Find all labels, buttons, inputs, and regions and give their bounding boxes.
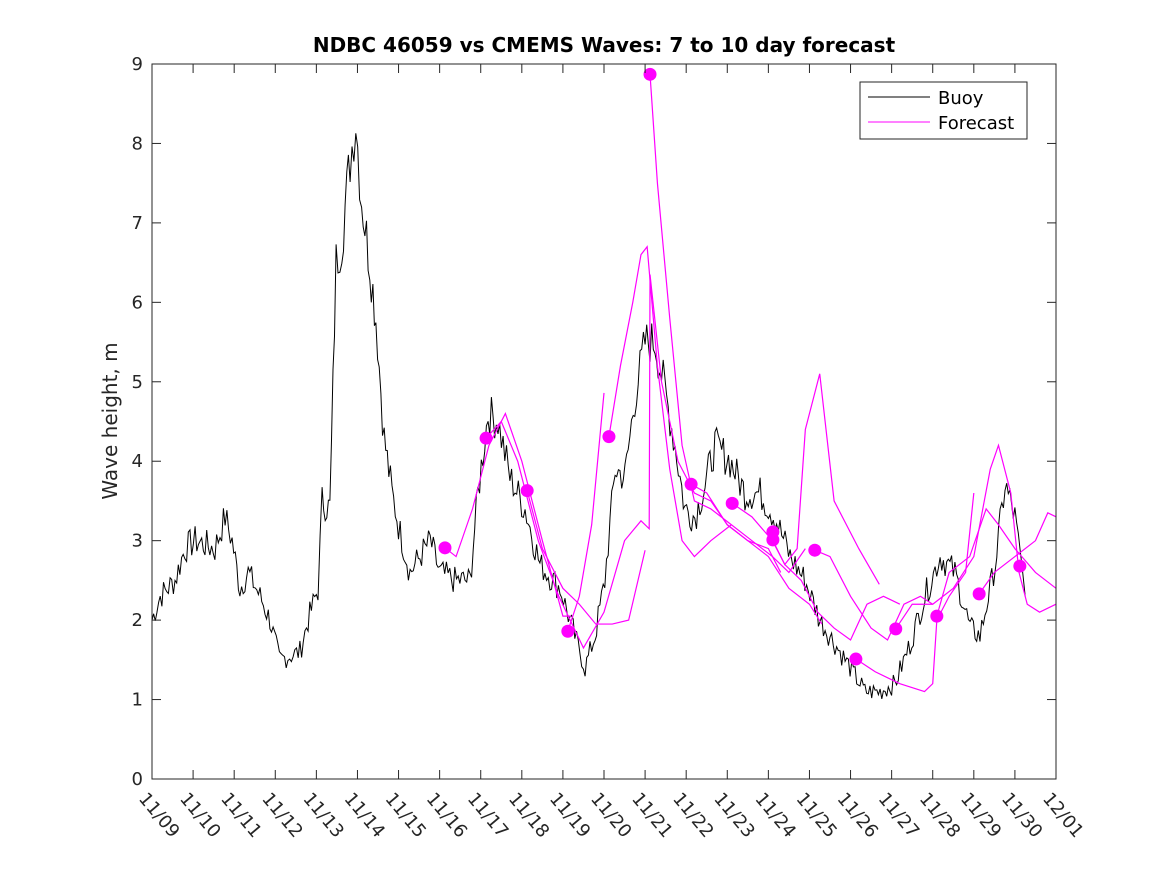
forecast-marker (438, 541, 452, 555)
legend: Buoy Forecast (859, 81, 1028, 140)
forecast-series (772, 540, 901, 641)
forecast-marker (849, 652, 863, 666)
forecast-marker (643, 67, 657, 81)
y-tick-label: 6 (132, 292, 143, 313)
y-axis-label: Wave height, m (98, 342, 122, 499)
forecast-series (567, 392, 605, 632)
forecast-marker (972, 587, 986, 601)
forecast-series (895, 443, 1057, 630)
forecast-series (444, 412, 572, 617)
y-tick-label: 7 (132, 213, 143, 234)
forecast-series (855, 492, 975, 693)
forecast-series (526, 490, 646, 625)
forecast-marker (520, 484, 534, 498)
forecast-series (814, 549, 934, 641)
y-tick-label: 8 (132, 133, 143, 154)
forecast-marker (930, 609, 944, 623)
forecast-marker (766, 533, 780, 547)
forecast-marker (684, 477, 698, 491)
y-tick-label: 4 (132, 451, 143, 472)
forecast-marker (1013, 559, 1027, 573)
y-tick-label: 0 (132, 769, 143, 790)
forecast-series (608, 245, 732, 558)
forecast-marker (808, 543, 822, 557)
forecast-series (978, 512, 1057, 595)
forecast-marker (602, 430, 616, 444)
y-tick-label: 5 (132, 372, 143, 393)
buoy-series (151, 133, 1026, 699)
forecast-marker (561, 624, 575, 638)
y-tick-label: 3 (132, 531, 143, 552)
y-tick-label: 2 (132, 610, 143, 631)
forecast-marker (725, 496, 739, 510)
plot-lines (151, 67, 1057, 699)
forecast-series (649, 74, 806, 574)
forecast-series (731, 373, 880, 585)
chart-title: NDBC 46059 vs CMEMS Waves: 7 to 10 day f… (313, 33, 896, 57)
forecast-series (936, 507, 1057, 617)
forecast-marker (479, 431, 493, 445)
legend-buoy-label: Buoy (938, 88, 984, 109)
forecast-marker (889, 622, 903, 636)
y-tick-label: 1 (132, 690, 143, 711)
forecast-series (690, 483, 823, 625)
y-tick-label: 9 (132, 54, 143, 75)
legend-box (859, 81, 1028, 140)
legend-forecast-label: Forecast (938, 113, 1014, 134)
